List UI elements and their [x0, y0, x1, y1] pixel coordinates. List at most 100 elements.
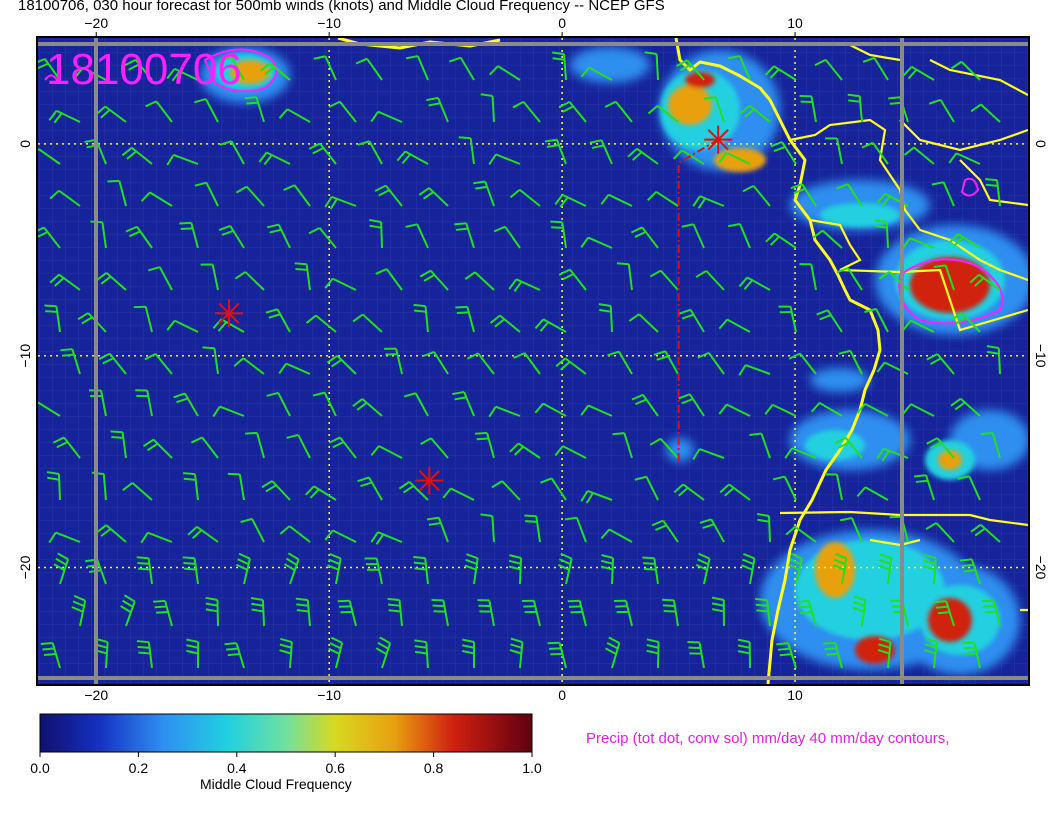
wind-barb	[121, 146, 153, 165]
wind-barb	[695, 270, 725, 291]
wind-barb	[728, 223, 751, 249]
wind-barb	[286, 433, 311, 459]
wind-barb	[48, 109, 81, 124]
wind-barb	[140, 531, 173, 544]
y-tick-label-right: −10	[1033, 344, 1049, 368]
wind-barb	[834, 436, 863, 459]
wind-barb	[488, 65, 521, 81]
precip-legend-label: Precip (tot dot, conv sol) mm/day 40 mm/…	[586, 730, 950, 747]
wind-barb	[205, 596, 219, 627]
wind-barb	[816, 309, 843, 333]
wind-barb	[509, 188, 541, 207]
wind-barb	[902, 65, 935, 81]
wind-barb	[212, 318, 245, 333]
wind-barb	[951, 312, 981, 333]
wind-barb	[785, 525, 817, 543]
wind-barb	[727, 55, 751, 81]
wind-barb	[564, 516, 587, 543]
wind-barb	[305, 314, 337, 333]
wind-barb	[923, 637, 938, 669]
wind-barb	[186, 638, 200, 669]
wind-barb	[107, 179, 127, 207]
wind-barb	[218, 224, 245, 249]
colorbar-tick-label: 1.0	[522, 760, 542, 776]
wind-barb	[179, 221, 199, 249]
wind-barb	[418, 187, 449, 207]
wind-barb	[261, 480, 291, 501]
wind-barb	[140, 191, 173, 207]
wind-barb	[414, 639, 429, 669]
wind-barb	[426, 96, 449, 123]
wind-barb	[194, 98, 219, 123]
wind-barb	[676, 59, 705, 81]
y-tick-label-left: 0	[17, 140, 33, 148]
wind-barb	[649, 437, 679, 459]
wind-barb	[509, 442, 541, 459]
wind-barb	[233, 357, 265, 375]
wind-barb	[509, 637, 524, 669]
wind-barb	[260, 62, 291, 81]
wind-barb	[328, 100, 357, 123]
wind-barb	[52, 436, 81, 459]
wind-barb	[673, 483, 705, 501]
colorbar-tick-label: 0.0	[30, 760, 50, 776]
wind-barb	[612, 432, 633, 459]
wind-barb	[370, 531, 403, 545]
wind-barb	[719, 483, 751, 501]
wind-barb	[739, 104, 771, 123]
wind-barb	[931, 181, 955, 207]
wind-barb	[135, 389, 153, 417]
wind-barb	[48, 531, 81, 544]
wind-barb	[120, 594, 136, 627]
wind-barb	[125, 225, 153, 249]
wind-barb	[370, 110, 403, 123]
wind-barb	[413, 555, 429, 585]
wind-barb	[554, 445, 587, 459]
wind-barb	[604, 100, 633, 123]
wind-barb	[764, 403, 797, 417]
wind-barb	[651, 519, 679, 543]
axis-reference-lines	[38, 38, 1028, 684]
x-tick-label-top: 10	[787, 15, 803, 31]
wind-barb	[326, 355, 357, 375]
wind-barb	[458, 136, 475, 165]
wind-barb	[718, 318, 751, 333]
wind-barb	[949, 233, 981, 249]
wind-barb	[324, 277, 357, 291]
wind-barb	[737, 638, 751, 669]
wind-barb	[413, 303, 429, 333]
wind-barb	[462, 638, 476, 669]
wind-barb	[464, 553, 479, 585]
wind-barb	[544, 138, 567, 165]
wind-barb	[38, 57, 61, 81]
wind-barb	[856, 486, 889, 501]
wind-barb	[278, 362, 311, 375]
wind-barb	[96, 524, 127, 543]
y-tick-label-right: 0	[1033, 140, 1049, 148]
wind-barb	[352, 313, 383, 333]
wind-barb	[202, 346, 219, 375]
wind-barb	[557, 552, 573, 585]
wind-barb	[308, 226, 337, 249]
wind-barb	[644, 51, 659, 81]
wind-barb	[790, 183, 817, 207]
wind-barb	[772, 475, 797, 501]
axis-ticks: −20 −20 −10 −10 0 0 10 10 0 0 −10 −10 −20 −20	[17, 15, 1049, 703]
wind-barb	[825, 137, 843, 165]
wind-barb	[124, 58, 153, 81]
wind-barb	[607, 350, 633, 375]
wind-barb	[687, 641, 705, 669]
wind-barb	[628, 313, 659, 333]
wind-barb	[681, 223, 705, 249]
wind-barb	[861, 141, 889, 165]
wind-barb	[742, 184, 771, 207]
wind-barb	[187, 525, 219, 543]
wind-barb	[355, 57, 383, 81]
wind-barb	[558, 100, 587, 123]
wind-barb	[284, 552, 300, 585]
wind-barb	[962, 641, 981, 669]
colorbar-tick-label: 0.8	[424, 760, 444, 776]
wind-barb	[235, 185, 265, 207]
wind-barb	[512, 101, 541, 123]
wind-barb	[136, 556, 153, 585]
